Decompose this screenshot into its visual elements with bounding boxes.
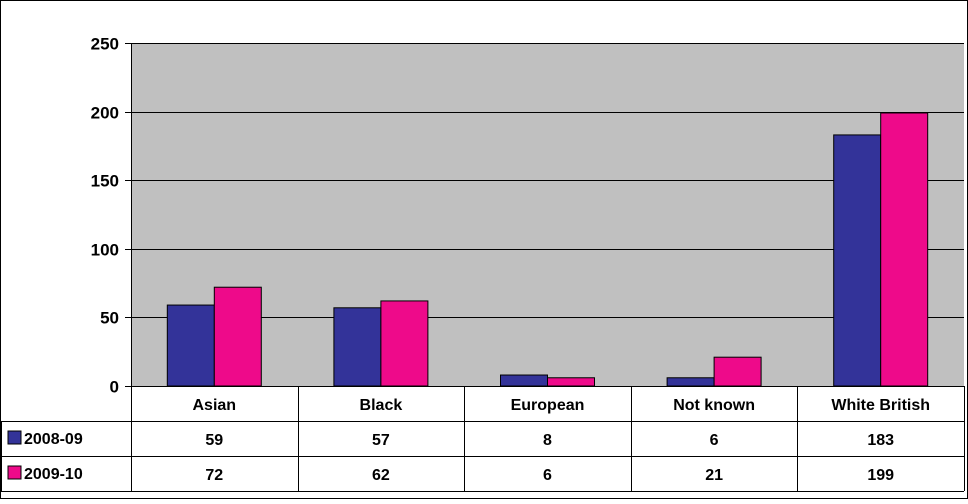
y-tick-label: 200 — [91, 104, 119, 123]
bar-2008-09-black — [333, 307, 382, 387]
plot-area — [131, 43, 964, 386]
y-axis: 0 50 100 150 200 250 — [91, 35, 132, 397]
legend-swatch — [7, 465, 22, 480]
legend-label: 2008-09 — [24, 431, 83, 448]
bar-2009-10-european — [547, 377, 595, 387]
bar-2009-10-black — [380, 300, 429, 387]
x-category-label: White British — [831, 397, 930, 414]
data-label: 59 — [205, 432, 223, 449]
y-tick-label: 0 — [110, 378, 119, 397]
y-tick-label: 150 — [91, 172, 119, 191]
bars — [166, 112, 929, 387]
gridlines — [131, 43, 964, 387]
bar-2009-10-asian — [213, 286, 262, 387]
data-label: 6 — [710, 432, 719, 449]
bar-2008-09-european — [500, 374, 548, 387]
bar-2008-09-asian — [166, 304, 215, 387]
x-category-label: European — [511, 397, 585, 414]
data-label: 183 — [867, 432, 894, 449]
bar-2008-09-not-known — [666, 377, 715, 387]
data-label: 8 — [543, 432, 552, 449]
bar-2008-09-white-british — [833, 134, 882, 387]
data-label: 199 — [867, 467, 894, 484]
x-category-label: Not known — [673, 397, 755, 414]
data-label: 21 — [705, 467, 723, 484]
data-label: 57 — [372, 432, 390, 449]
data-table: Asian Black European Not known White British… — [1, 386, 965, 492]
x-category-label: Black — [360, 397, 403, 414]
legend-swatch — [7, 430, 22, 445]
bar-2009-10-white-british — [880, 112, 929, 387]
x-category-label: Asian — [193, 397, 237, 414]
y-tick-label: 50 — [100, 309, 119, 328]
bar-2009-10-not-known — [713, 356, 762, 387]
y-tick-label: 100 — [91, 241, 119, 260]
data-label: 6 — [543, 467, 552, 484]
data-label: 72 — [205, 467, 223, 484]
data-label: 62 — [372, 467, 390, 484]
y-tick-label: 250 — [91, 35, 119, 54]
legend-label: 2009-10 — [24, 466, 83, 483]
